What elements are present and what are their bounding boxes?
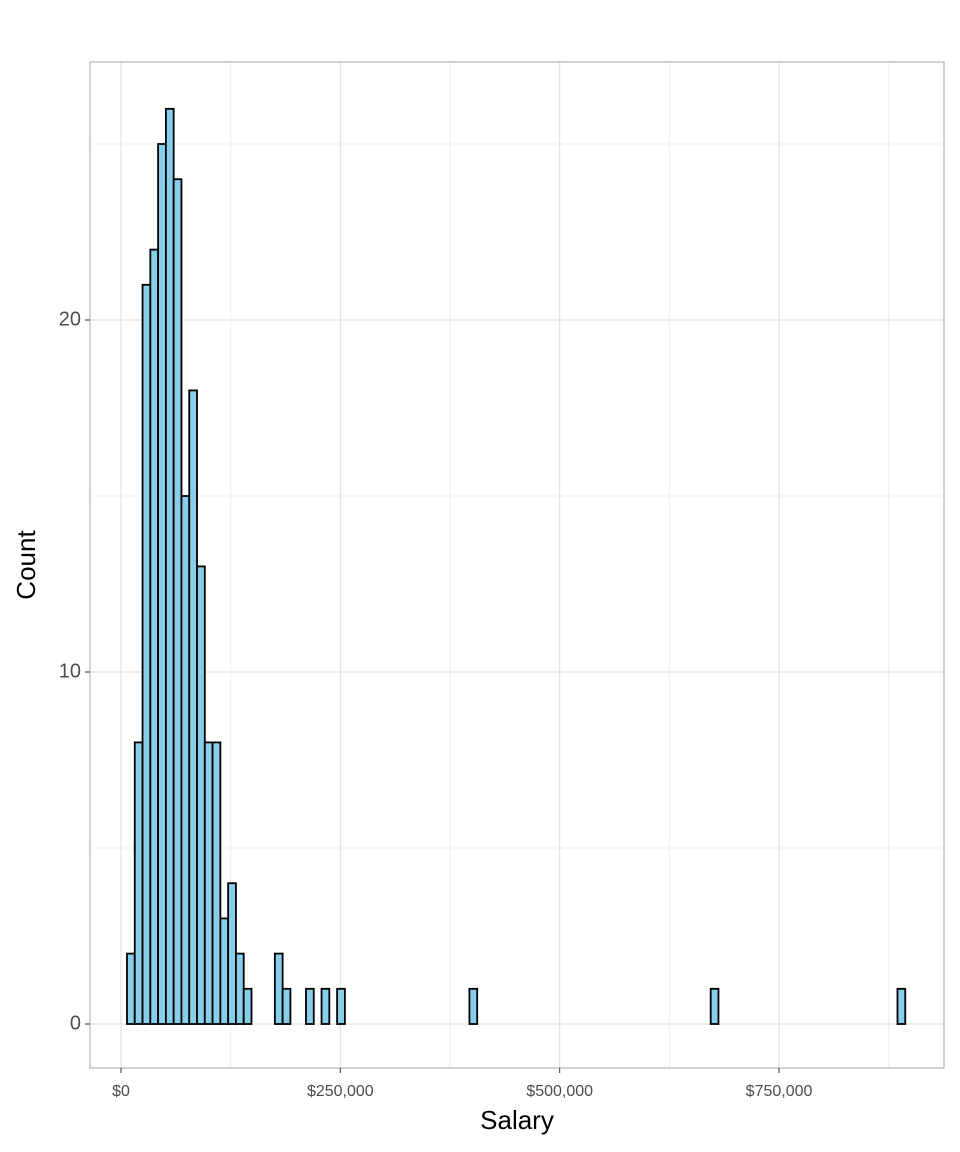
bar xyxy=(157,143,167,1025)
bar xyxy=(141,283,152,1025)
bar xyxy=(242,987,253,1025)
y-tick-label: 10 xyxy=(59,660,81,682)
y-tick-label: 20 xyxy=(59,308,81,330)
bar xyxy=(709,987,720,1025)
bar xyxy=(188,389,198,1025)
bar xyxy=(896,987,907,1025)
bar xyxy=(281,987,292,1025)
bar xyxy=(305,987,315,1025)
bar xyxy=(227,882,237,1025)
x-tick-label: $250,000 xyxy=(307,1083,374,1100)
bar xyxy=(235,952,245,1025)
bar xyxy=(468,987,479,1025)
bar xyxy=(149,248,160,1025)
bar xyxy=(133,741,144,1025)
axes: $0 $250,000 $500,000 $750,000 0 10 20 xyxy=(59,308,813,1100)
grid xyxy=(90,62,944,1068)
bar xyxy=(126,952,136,1025)
x-tick-label: $750,000 xyxy=(746,1083,813,1100)
bar xyxy=(336,987,346,1025)
bar xyxy=(219,917,230,1025)
bar xyxy=(196,565,206,1025)
bar xyxy=(273,952,284,1025)
y-tick-label: 0 xyxy=(70,1012,81,1034)
x-tick-label: $500,000 xyxy=(526,1083,593,1100)
bar xyxy=(180,495,191,1025)
bar xyxy=(203,741,214,1025)
bar xyxy=(320,987,331,1025)
bar xyxy=(211,741,222,1025)
bars xyxy=(126,107,907,1025)
panel-border xyxy=(89,61,945,1069)
x-axis-title: Salary xyxy=(480,1105,554,1135)
bar xyxy=(164,107,175,1025)
bar xyxy=(172,178,183,1025)
x-tick-label: $0 xyxy=(112,1083,130,1100)
y-axis-title: Count xyxy=(11,530,41,600)
